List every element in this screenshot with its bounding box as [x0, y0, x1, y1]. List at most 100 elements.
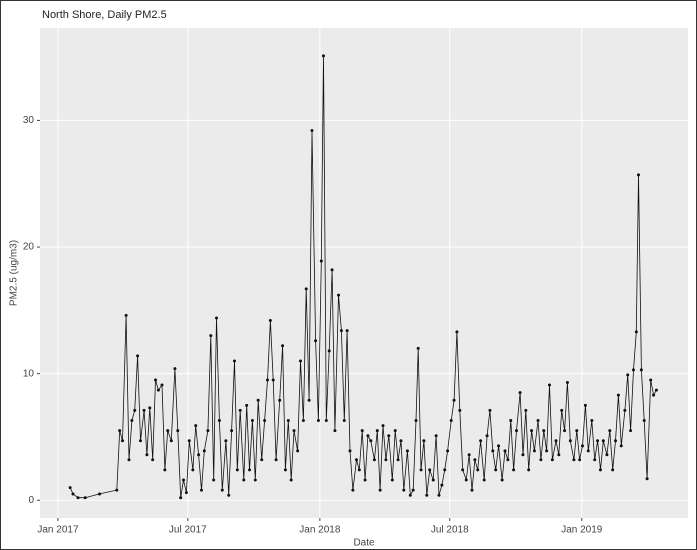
data-point [557, 453, 561, 457]
data-point [536, 419, 540, 423]
data-point [215, 316, 219, 320]
data-point [649, 378, 653, 382]
data-point [151, 458, 155, 462]
data-point [500, 478, 504, 482]
data-point [250, 419, 254, 423]
data-point [428, 468, 432, 472]
data-point [271, 378, 275, 382]
data-point [452, 398, 456, 402]
data-point [387, 434, 391, 438]
data-point [372, 458, 376, 462]
data-point [357, 468, 361, 472]
data-point [575, 429, 579, 433]
data-point [354, 458, 358, 462]
data-point [220, 488, 224, 492]
data-point [238, 408, 242, 412]
data-point [494, 468, 498, 472]
y-tick-label: 20 [23, 242, 35, 253]
y-tick-label: 0 [28, 495, 34, 506]
data-point [590, 419, 594, 423]
data-point [342, 419, 346, 423]
data-point [654, 388, 658, 392]
data-point [405, 449, 409, 453]
data-point [614, 439, 618, 443]
data-point [503, 449, 507, 453]
data-point [390, 478, 394, 482]
data-point [348, 449, 352, 453]
data-point [166, 429, 170, 433]
data-point [512, 468, 516, 472]
data-point [142, 408, 146, 412]
data-point [422, 439, 426, 443]
data-point [253, 478, 257, 482]
data-point [145, 453, 149, 457]
data-point [524, 408, 528, 412]
data-point [278, 398, 282, 402]
data-point [260, 458, 264, 462]
data-point [301, 419, 305, 423]
data-point [179, 496, 183, 500]
data-point [224, 439, 228, 443]
data-point [568, 439, 572, 443]
data-point [360, 429, 364, 433]
data-point [631, 368, 635, 372]
data-point [482, 478, 486, 482]
data-point [199, 488, 203, 492]
data-point [83, 496, 87, 500]
data-point [464, 478, 468, 482]
x-tick-label: Jan 2017 [37, 525, 79, 536]
data-point [572, 458, 576, 462]
data-point [506, 458, 510, 462]
data-point [292, 429, 296, 433]
data-point [414, 419, 418, 423]
data-point [548, 383, 552, 387]
data-point [497, 444, 501, 448]
data-point [363, 478, 367, 482]
data-point [351, 488, 355, 492]
data-point [476, 468, 480, 472]
data-point [378, 488, 382, 492]
data-point [396, 458, 400, 462]
data-point [563, 429, 567, 433]
data-point [608, 429, 612, 433]
data-point [235, 468, 239, 472]
data-point [616, 393, 620, 397]
data-point [593, 458, 597, 462]
data-point [381, 424, 385, 428]
x-tick-label: Jan 2018 [299, 525, 341, 536]
data-point [176, 429, 180, 433]
data-point [542, 429, 546, 433]
data-point [527, 468, 531, 472]
data-point [583, 403, 587, 407]
data-point [187, 439, 191, 443]
y-tick-label: 30 [23, 115, 35, 126]
data-point [455, 330, 459, 334]
data-point [212, 478, 216, 482]
data-point [461, 468, 465, 472]
data-point [586, 449, 590, 453]
data-point [416, 346, 420, 350]
data-point [160, 383, 164, 387]
data-point [206, 429, 210, 433]
data-point [366, 434, 370, 438]
data-point [491, 449, 495, 453]
data-point [232, 359, 236, 363]
data-point [136, 354, 140, 358]
data-point [375, 429, 379, 433]
data-point [419, 468, 423, 472]
data-point [560, 408, 564, 412]
data-point [173, 367, 177, 371]
data-point [71, 492, 75, 496]
data-point [545, 449, 549, 453]
data-point [316, 419, 320, 423]
data-point [652, 393, 656, 397]
data-point [296, 449, 300, 453]
data-point [514, 429, 518, 433]
data-point [479, 439, 483, 443]
data-point [127, 458, 131, 462]
data-point [298, 359, 302, 363]
data-point [230, 429, 234, 433]
data-point [324, 419, 328, 423]
data-point [130, 419, 134, 423]
data-point [399, 439, 403, 443]
